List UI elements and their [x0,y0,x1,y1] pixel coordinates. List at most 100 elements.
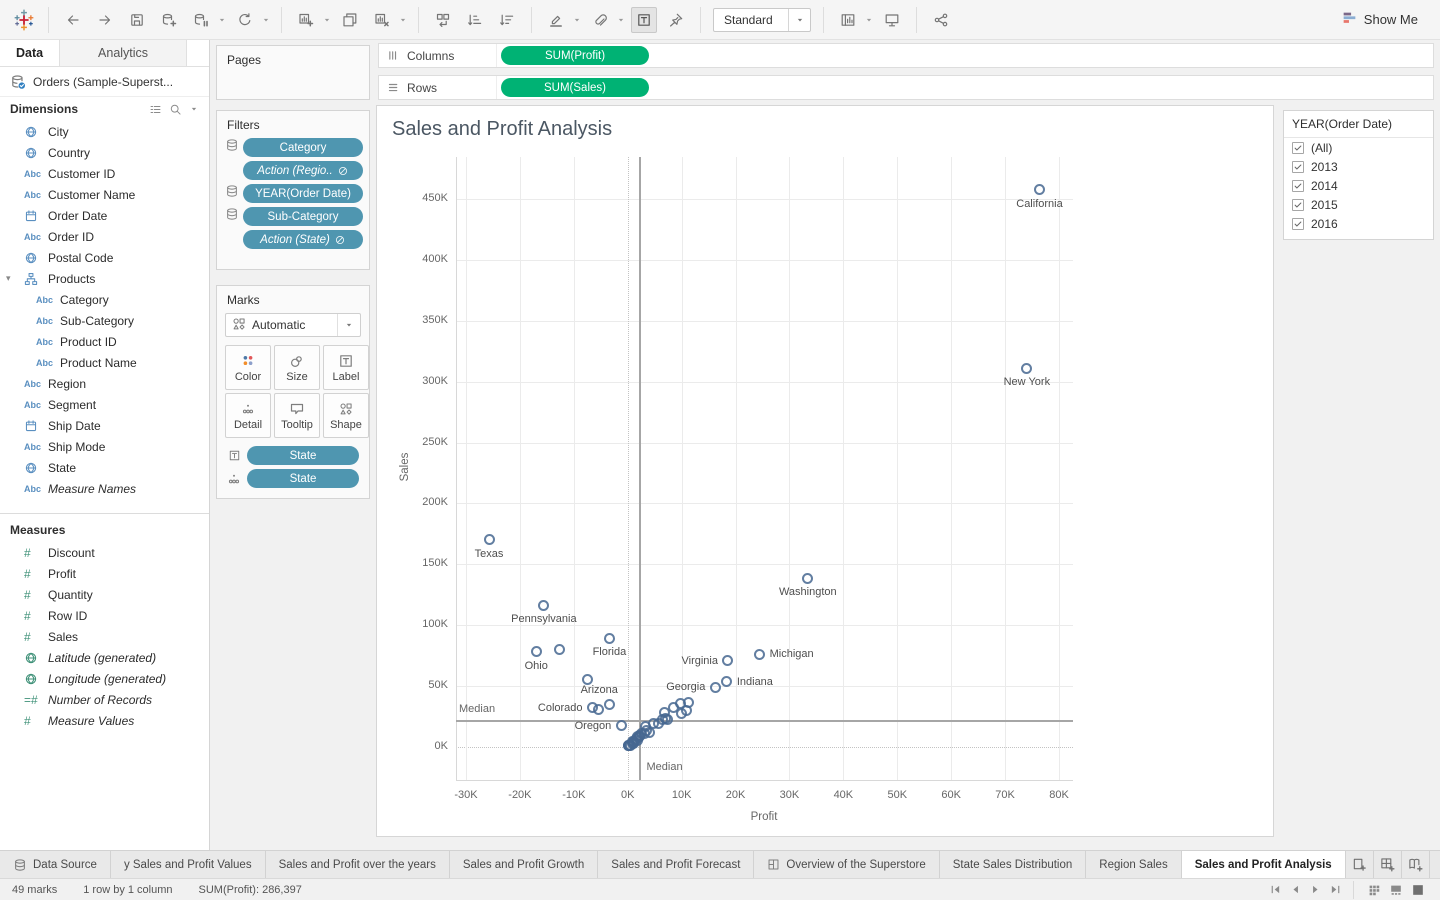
group-members-icon[interactable] [587,7,613,33]
sheet-tab-data-source[interactable]: Data Source [0,851,111,878]
nav-last-icon[interactable] [1325,881,1345,899]
view-as-list-icon[interactable] [149,103,162,116]
tooltip-button[interactable]: Tooltip [274,393,320,438]
scatter-point-michigan[interactable] [754,648,766,660]
filter-pill[interactable]: YEAR(Order Date) [243,184,363,203]
checkbox-icon[interactable] [1292,179,1304,192]
filmstrip-view-icon[interactable] [1386,881,1406,899]
color-button[interactable]: Color [225,345,271,390]
dimension-sub-category[interactable]: Abc Sub-Category [36,313,135,328]
pause-auto-updates-icon-caret[interactable] [217,7,227,33]
filter-pill[interactable]: Category [243,138,363,157]
dimension-product-name[interactable]: Abc Product Name [36,355,137,370]
show-hide-cards-icon-caret[interactable] [864,7,874,33]
dimension-region[interactable]: Abc Region [24,376,87,391]
sheet-sorter-icon[interactable] [1364,881,1384,899]
dimension-postal-code[interactable]: Postal Code [0,247,209,268]
sheet-tab-sales-and-profit-forecast[interactable]: Sales and Profit Forecast [598,851,755,878]
columns-pill-sum-profit[interactable]: SUM(Profit) [501,46,649,65]
label-button[interactable]: Label [323,345,369,390]
filter-pill[interactable]: Action (Regio.. [243,161,363,180]
group-members-icon-caret[interactable] [616,7,626,33]
scatter-point-arizona[interactable] [603,698,615,710]
datasource-item[interactable]: Orders (Sample-Superst... [0,67,209,97]
sheet-tab-region-sales[interactable]: Region Sales [1086,851,1182,878]
scatter-point-washington[interactable] [802,572,814,584]
rows-shelf[interactable]: Rows SUM(Sales) [378,75,1434,100]
measure-quantity[interactable]: # Quantity [24,587,93,602]
measure-row-id[interactable]: # Row ID [24,608,88,623]
size-button[interactable]: Size [274,345,320,390]
clear-sheet-icon[interactable] [369,7,395,33]
scatter-point-tennessee[interactable] [593,704,605,716]
scatter-point-north-carolina[interactable] [581,673,593,685]
presentation-mode-icon[interactable] [879,7,905,33]
dimension-customer-name[interactable]: Abc Customer Name [24,187,136,202]
show-mark-labels-icon[interactable] [631,6,657,33]
dimension-ship-date[interactable]: Ship Date [0,415,209,436]
current-view-icon[interactable] [1408,881,1428,899]
marks-pill-state[interactable]: State [247,446,359,465]
pane-swap-icon[interactable] [187,40,209,66]
checkbox-icon[interactable] [1292,217,1304,230]
sheet-tab-y-sales-and-profit-values[interactable]: y Sales and Profit Values [111,851,266,878]
swap-rows-columns-icon[interactable] [430,7,456,33]
new-worksheet-icon[interactable] [293,7,319,33]
dimension-products[interactable]: ▾ Products [6,271,96,286]
rows-pill-sum-sales[interactable]: SUM(Sales) [501,78,649,97]
nav-next-icon[interactable] [1305,881,1325,899]
dimension-country[interactable]: Country [0,142,209,163]
new-story-tab-button[interactable] [1402,851,1430,878]
measure-discount[interactable]: # Discount [24,545,95,560]
run-update-icon-caret[interactable] [261,7,271,33]
detail-button[interactable]: Detail [225,393,271,438]
tab-analytics[interactable]: Analytics [59,40,187,66]
filter-pill[interactable]: Sub-Category [243,207,363,226]
scatter-point-california[interactable] [1033,184,1045,196]
scatter-point-ohio[interactable] [530,646,542,658]
dimension-measure-names[interactable]: Abc Measure Names [24,481,137,496]
duplicate-icon[interactable] [337,7,363,33]
year-option-2014[interactable]: 2014 [1284,176,1433,195]
scatter-point-pennsylvania[interactable] [538,599,550,611]
scatter-point-texas[interactable] [483,534,495,546]
scatter-point-virginia[interactable] [722,655,734,667]
dimension-product-id[interactable]: Abc Product ID [36,334,117,349]
clear-sheet-icon-caret[interactable] [398,7,408,33]
measure-longitude-generated-[interactable]: Longitude (generated) [0,668,209,689]
save-icon[interactable] [124,7,150,33]
year-option-all[interactable]: (All) [1284,138,1433,157]
measure-profit[interactable]: # Profit [24,566,77,581]
dimension-state[interactable]: State [0,457,209,478]
dimension-category[interactable]: Abc Category [36,292,109,307]
scatter-point-indiana[interactable] [721,676,733,688]
marks-pill-state[interactable]: State [247,469,359,488]
mark-type-dropdown[interactable]: Automatic [225,313,361,337]
scatter-point-new-york[interactable] [1021,362,1033,374]
tab-data[interactable]: Data [0,40,60,66]
scatter-point-wyoming[interactable] [622,739,634,751]
sheet-tab-sales-and-profit-growth[interactable]: Sales and Profit Growth [450,851,599,878]
mark-type-caret-icon[interactable] [337,314,354,336]
columns-shelf[interactable]: Columns SUM(Profit) [378,43,1434,68]
highlight-icon-caret[interactable] [572,7,582,33]
measure-sales[interactable]: # Sales [24,629,79,644]
dimension-order-id[interactable]: Abc Order ID [24,229,95,244]
sheet-tab-sales-and-profit-analysis[interactable]: Sales and Profit Analysis [1181,851,1346,878]
nav-prev-icon[interactable] [1285,881,1305,899]
new-datasource-icon[interactable] [156,7,182,33]
new-worksheet-icon-caret[interactable] [322,7,332,33]
dimension-customer-id[interactable]: Abc Customer ID [24,166,116,181]
sheet-tab-state-sales-distribution[interactable]: State Sales Distribution [940,851,1087,878]
measure-latitude-generated-[interactable]: Latitude (generated) [0,647,209,668]
year-option-2013[interactable]: 2013 [1284,157,1433,176]
expand-chevron-icon[interactable]: ▾ [6,273,11,283]
sheet-tab-sales-and-profit-over-the-years[interactable]: Sales and Profit over the years [266,851,450,878]
sort-descending-icon[interactable] [494,7,520,33]
new-worksheet-tab-button[interactable] [1346,851,1374,878]
scatter-point-delaware[interactable] [676,708,687,720]
pause-auto-updates-icon[interactable] [188,7,214,33]
dimension-city[interactable]: City [0,121,209,142]
checkbox-icon[interactable] [1292,198,1304,211]
checkbox-icon[interactable] [1292,141,1304,154]
